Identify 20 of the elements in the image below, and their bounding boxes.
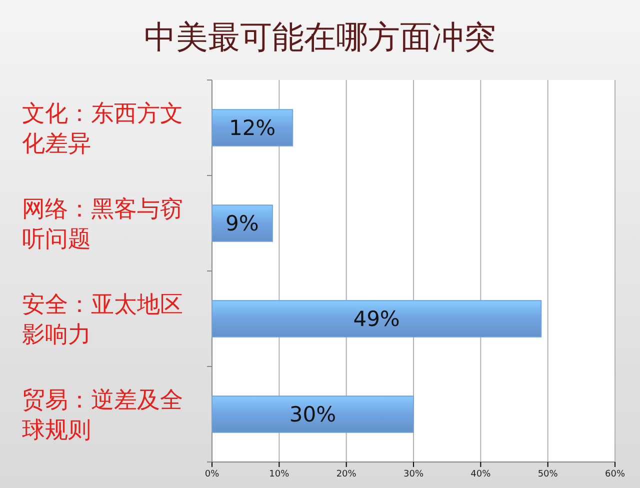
y-tick-label: 文化：东西方文化差异 <box>22 100 183 157</box>
y-tick-label: 网络：黑客与窃听问题 <box>22 196 183 252</box>
bar <box>212 204 273 242</box>
data-label: 49% <box>353 307 400 332</box>
bar <box>212 396 414 433</box>
data-label: 9% <box>226 212 259 236</box>
bar <box>212 300 542 338</box>
data-label: 12% <box>228 116 276 140</box>
x-tick-label: 30% <box>403 469 424 480</box>
x-tick-label: 20% <box>336 469 357 480</box>
x-tick-label: 10% <box>269 469 290 480</box>
x-tick-label: 50% <box>538 469 558 480</box>
y-tick-label: 安全：亚太地区影响力 <box>22 292 183 348</box>
bar <box>212 109 294 146</box>
y-tick-label: 贸易：逆差及全球规则 <box>22 387 183 444</box>
chart-title: 中美最可能在哪方面冲突 <box>144 18 496 56</box>
x-tick-label: 40% <box>470 469 492 480</box>
data-label: 30% <box>289 402 336 427</box>
x-tick-label: 0% <box>204 469 220 480</box>
x-tick-label: 60% <box>604 469 626 480</box>
